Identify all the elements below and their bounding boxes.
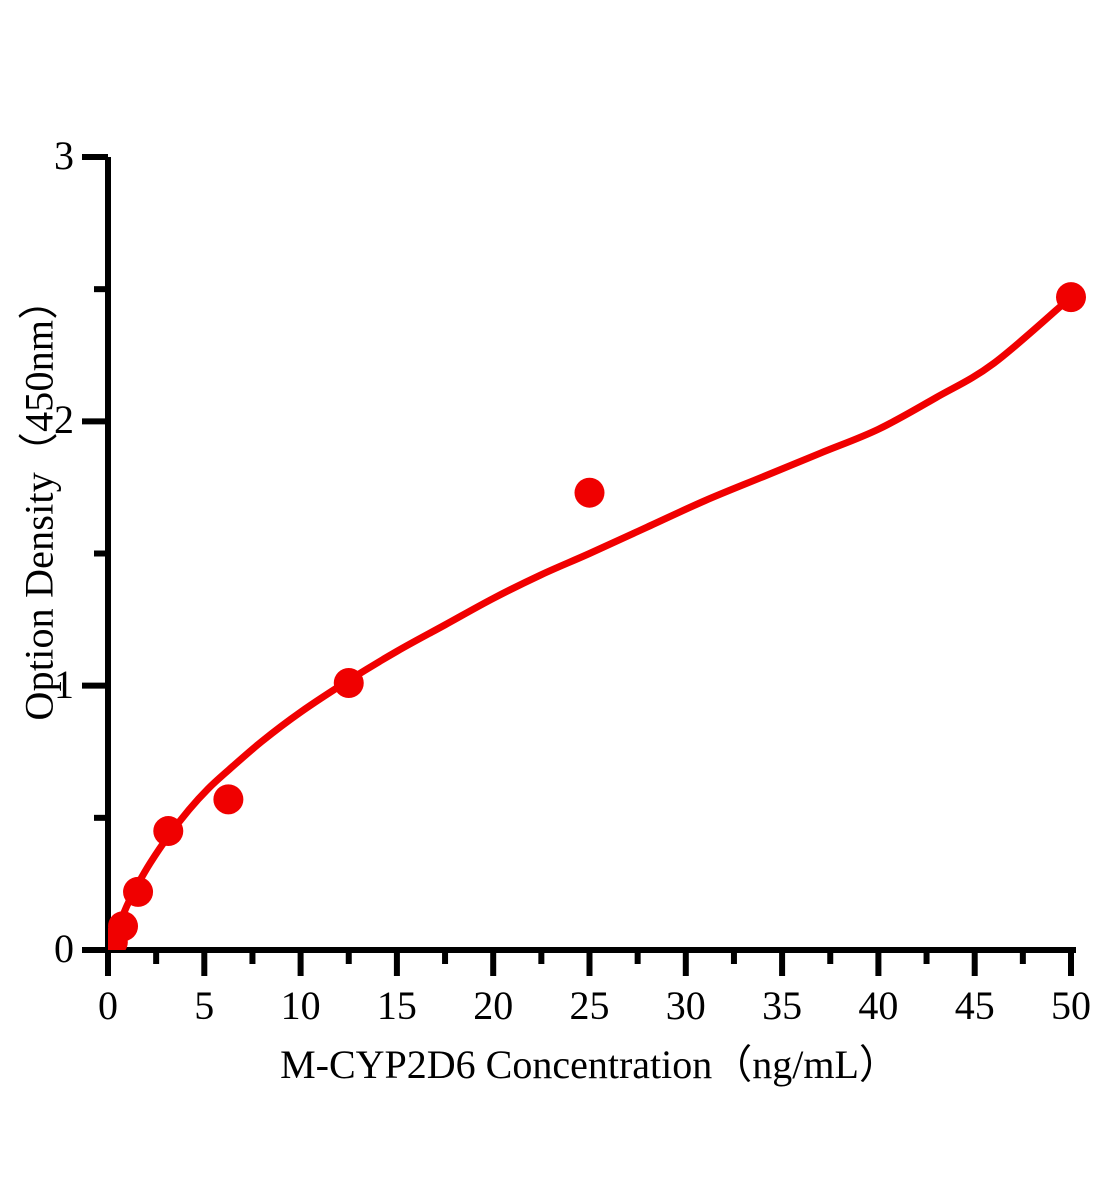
x-tick-label: 40 (858, 983, 899, 1028)
data-point-group (108, 282, 1086, 950)
x-tick-label: 30 (665, 983, 706, 1028)
data-point (153, 816, 184, 847)
x-tick-label: 5 (194, 983, 215, 1028)
x-tick-label: 25 (569, 983, 610, 1028)
fit-curve-path (109, 293, 1075, 946)
y-tick-label: 1 (54, 661, 74, 707)
y-tick-label: 0 (54, 926, 74, 971)
data-point (108, 911, 139, 942)
fit-curve-line (109, 293, 1075, 946)
y-tick-label: 2 (54, 397, 74, 443)
data-point (123, 876, 154, 907)
data-point (333, 668, 364, 699)
x-tick-label: 45 (954, 983, 995, 1028)
x-tick-label: 10 (280, 983, 321, 1028)
x-axis-title: M-CYP2D6 Concentration（ng/mL） (280, 1042, 899, 1087)
x-tick-label: 15 (376, 983, 417, 1028)
tick-marks (82, 154, 1074, 976)
data-point (213, 784, 244, 815)
x-tick-label: 50 (1051, 983, 1091, 1028)
x-tick-label: 35 (762, 983, 803, 1028)
y-tick-label: 3 (54, 133, 74, 178)
data-point-markers (108, 282, 1086, 950)
data-point (1056, 282, 1086, 313)
x-tick-label: 20 (473, 983, 514, 1028)
x-tick-label: 0 (98, 983, 118, 1028)
data-point (574, 477, 605, 508)
